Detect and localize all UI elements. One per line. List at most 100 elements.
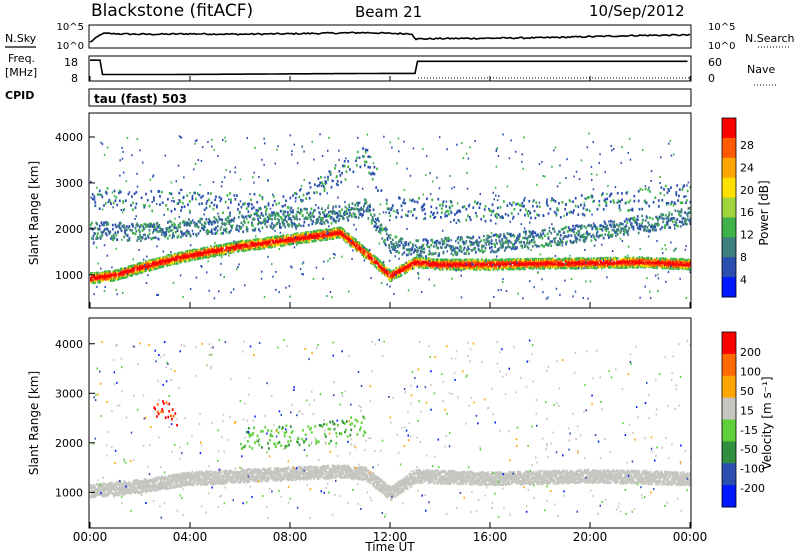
heatmap-cell: [221, 218, 224, 222]
heatmap-cell: [167, 237, 169, 240]
heatmap-cell: [419, 264, 422, 267]
heatmap-cell: [233, 216, 236, 220]
heatmap-cell: [426, 240, 429, 243]
heatmap-cell: [129, 228, 132, 232]
heatmap-cell: [203, 255, 206, 259]
heatmap-cell: [521, 259, 524, 262]
heatmap-cell: [518, 264, 521, 267]
heatmap-cell: [319, 212, 322, 216]
heatmap-cell: [192, 252, 195, 256]
date-title: 10/Sep/2012: [589, 2, 685, 20]
station-title: Blackstone (fitACF): [91, 1, 253, 21]
heatmap-cell: [109, 230, 112, 234]
heatmap-cell: [202, 254, 205, 258]
heatmap-cell: [134, 226, 137, 230]
heatmap-cell: [239, 242, 242, 245]
heatmap-cell: [194, 251, 196, 254]
heatmap-cell: [137, 272, 139, 275]
heatmap-cell: [596, 261, 599, 265]
heatmap-cell: [268, 245, 271, 249]
heatmap-cell: [373, 213, 376, 217]
heatmap-cell: [405, 243, 407, 247]
heatmap-cell: [195, 234, 198, 238]
heatmap-cell: [462, 260, 465, 263]
heatmap-cell: [132, 269, 135, 272]
heatmap-cell: [220, 251, 223, 255]
heatmap-cell: [136, 263, 139, 266]
heatmap-cell: [350, 241, 353, 245]
heatmap-cell: [139, 268, 142, 271]
heatmap-cell: [381, 237, 384, 240]
heatmap-cell: [158, 224, 161, 227]
heatmap-cell: [112, 271, 115, 275]
heatmap-cell: [360, 208, 363, 211]
heatmap-cell: [154, 236, 157, 239]
heatmap-cell: [166, 254, 168, 258]
heatmap-cell: [245, 242, 248, 245]
heatmap-cell: [103, 223, 105, 227]
heatmap-cell: [437, 246, 440, 250]
heatmap-cell: [222, 222, 224, 226]
heatmap-cell: [265, 242, 267, 246]
heatmap-cell: [223, 243, 225, 247]
heatmap-cell: [120, 276, 123, 279]
heatmap-cell: [264, 237, 266, 241]
heatmap-cell: [419, 256, 421, 260]
heatmap-cell: [324, 208, 327, 212]
heatmap-cell: [549, 267, 552, 270]
heatmap-cell: [185, 255, 188, 259]
heatmap-cell: [223, 222, 226, 225]
heatmap-cell: [471, 258, 474, 261]
heatmap-cell: [199, 252, 202, 256]
heatmap-cell: [309, 215, 312, 219]
heatmap-cell: [391, 245, 393, 249]
heatmap-cell: [373, 263, 376, 267]
heatmap-cell: [269, 217, 272, 220]
heatmap-cell: [401, 253, 404, 256]
heatmap-cell: [398, 251, 400, 254]
heatmap-cell: [471, 264, 474, 268]
heatmap-cell: [269, 243, 272, 247]
heatmap-cell: [195, 250, 198, 253]
heatmap-cell: [291, 225, 294, 228]
heatmap-cell: [343, 229, 346, 233]
heatmap-cell: [362, 213, 364, 216]
heatmap-cell: [277, 243, 280, 247]
heatmap-cell: [128, 225, 131, 228]
heatmap-cell: [583, 257, 586, 261]
heatmap-cell: [492, 268, 495, 271]
heatmap-cell: [557, 257, 560, 261]
heatmap-cell: [388, 268, 391, 272]
heatmap-cell: [185, 257, 188, 261]
heatmap-cell: [580, 267, 583, 270]
heatmap-cell: [659, 257, 662, 260]
heatmap-cell: [338, 229, 341, 232]
heatmap-cell: [97, 273, 100, 277]
heatmap-cell: [418, 266, 420, 269]
heatmap-cell: [317, 219, 320, 222]
heatmap-cell: [307, 216, 309, 220]
heatmap-cell: [166, 257, 168, 260]
heatmap-cell: [206, 255, 209, 259]
heatmap-cell: [656, 257, 658, 260]
heatmap-cell: [150, 268, 153, 271]
heatmap-cell: [195, 255, 198, 259]
heatmap-cell: [405, 253, 408, 257]
heatmap-cell: [97, 271, 99, 275]
heatmap-cell: [422, 256, 425, 260]
heatmap-cell: [248, 239, 251, 243]
heatmap-cell: [213, 249, 216, 252]
heatmap-cell: [318, 215, 321, 219]
heatmap-cell: [683, 266, 686, 270]
heatmap-cell: [423, 247, 426, 251]
heatmap-cell: [271, 222, 273, 225]
heatmap-cell: [183, 232, 186, 235]
heatmap-cell: [616, 257, 619, 260]
heatmap-cell: [137, 266, 139, 269]
heatmap-cell: [244, 243, 247, 246]
heatmap-cell: [101, 223, 104, 227]
heatmap-cell: [270, 214, 273, 217]
heatmap-cell: [348, 232, 350, 236]
heatmap-cell: [188, 256, 190, 259]
heatmap-cell: [111, 273, 113, 277]
